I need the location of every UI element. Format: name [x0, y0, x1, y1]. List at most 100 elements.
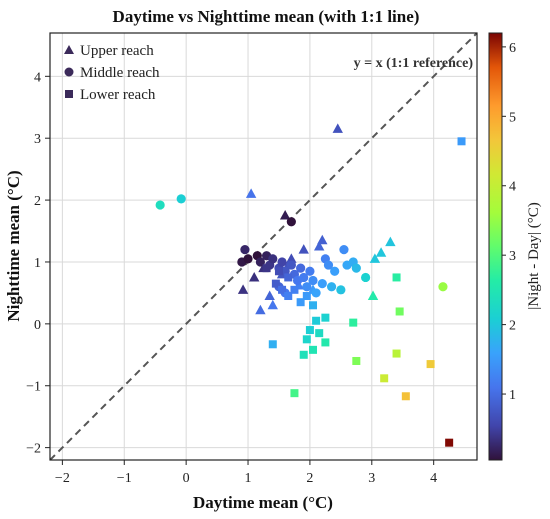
triangle-data-point	[298, 244, 309, 254]
colorbar-tick-label: 4	[509, 180, 516, 195]
square-data-point	[290, 389, 299, 398]
y-tick-label: 2	[34, 194, 41, 209]
triangle-data-point	[369, 253, 381, 263]
square-data-point	[262, 264, 271, 273]
colorbar-label: |Night - Day| (°C)	[526, 202, 542, 309]
legend-entry-lower-reach: Lower reach	[65, 87, 156, 103]
square-data-point	[315, 329, 324, 338]
colorbar-gradient	[488, 32, 503, 461]
y-tick-label: 0	[34, 318, 41, 333]
y-tick-label: −2	[26, 442, 41, 457]
y-tick-label: 4	[34, 70, 41, 85]
square-data-point	[401, 392, 410, 401]
square-data-point	[296, 298, 305, 307]
legend-triangle-marker	[64, 45, 74, 54]
square-data-point	[445, 438, 454, 447]
circle-data-point	[336, 285, 346, 295]
circle-data-point	[361, 272, 371, 283]
square-data-point	[305, 326, 314, 335]
circle-data-point	[286, 260, 296, 270]
circle-data-point	[243, 254, 253, 264]
circle-data-point	[155, 200, 165, 210]
square-data-point	[309, 301, 318, 310]
circle-data-point	[330, 266, 340, 276]
square-data-point	[380, 374, 389, 383]
circle-data-point	[176, 194, 186, 204]
square-data-point	[274, 267, 283, 276]
square-data-point	[278, 285, 287, 294]
square-data-point	[352, 356, 361, 365]
triangle-data-point	[249, 271, 260, 282]
triangle-data-point	[367, 290, 379, 301]
y-tick-label: 3	[34, 132, 41, 147]
colorbar-tick-label: 3	[509, 249, 516, 264]
square-data-point	[321, 338, 330, 347]
circle-data-point	[268, 254, 278, 264]
square-data-point	[321, 313, 330, 322]
square-data-point	[392, 349, 401, 358]
square-data-point	[302, 335, 311, 344]
triangle-data-point	[279, 210, 291, 220]
circle-data-point	[302, 282, 312, 292]
colorbar-tick-label: 1	[509, 388, 516, 403]
square-data-point	[290, 285, 299, 294]
x-tick-label: 0	[183, 471, 190, 486]
triangle-data-point	[255, 304, 266, 315]
x-tick-label: 4	[430, 471, 437, 486]
triangle-data-point	[267, 299, 278, 310]
triangle-data-point	[264, 290, 275, 301]
circle-data-point	[311, 288, 321, 298]
square-data-point	[349, 318, 358, 327]
circle-data-point	[326, 282, 337, 292]
colorbar: 1 2 3 4 5 6 |Night - Day| (°C)	[488, 32, 542, 461]
circle-data-point	[299, 272, 309, 283]
data-points	[155, 123, 466, 447]
square-data-point	[309, 345, 318, 354]
circle-data-point	[339, 244, 349, 255]
y-tick-label: −1	[26, 380, 41, 395]
square-data-point	[392, 273, 401, 282]
x-tick-label: −2	[55, 471, 70, 486]
x-tick-label: 2	[306, 471, 313, 486]
legend-entry-middle-reach: Middle reach	[64, 65, 160, 81]
legend-circle-marker	[64, 67, 74, 77]
legend-entry-upper-reach: Upper reach	[64, 43, 154, 59]
square-data-point	[284, 292, 293, 301]
triangle-data-point	[245, 188, 257, 198]
triangle-data-point	[313, 241, 325, 251]
x-tick-label: 3	[368, 471, 375, 486]
legend-label-lower-reach: Lower reach	[80, 87, 156, 103]
square-data-point	[268, 340, 277, 349]
x-tick-label: −1	[117, 471, 132, 486]
square-data-point	[299, 350, 308, 359]
legend-label-middle-reach: Middle reach	[80, 65, 160, 81]
x-tick-label: 1	[245, 471, 252, 486]
circle-data-point	[286, 217, 296, 227]
colorbar-tick-label: 2	[509, 319, 516, 334]
circle-data-point	[277, 257, 287, 267]
square-data-point	[395, 307, 404, 316]
square-data-point	[426, 360, 435, 369]
y-tick-label: 1	[34, 256, 41, 271]
y-axis-ticks: −2 −1 0 1 2 3 4	[26, 70, 50, 457]
circle-data-point	[240, 244, 250, 255]
circle-data-point	[308, 275, 318, 286]
x-axis-ticks: −2 −1 0 1 2 3 4	[55, 460, 437, 486]
triangle-data-point	[385, 236, 396, 247]
colorbar-ticks: 1 2 3 4 5 6	[502, 41, 516, 403]
square-data-point	[312, 316, 321, 325]
y-axis-label: Nighttime mean (°C)	[4, 170, 23, 321]
colorbar-tick-label: 5	[509, 110, 516, 125]
reference-line-label: y = x (1:1 reference)	[354, 56, 474, 71]
circle-data-point	[305, 266, 315, 276]
square-data-point	[302, 292, 311, 301]
circle-data-point	[317, 279, 327, 289]
circle-data-point	[438, 282, 448, 292]
square-data-point	[284, 273, 293, 282]
square-data-point	[271, 279, 280, 288]
circle-data-point	[351, 263, 361, 273]
triangle-data-point	[332, 123, 343, 133]
square-data-point	[457, 137, 466, 146]
circle-data-point	[323, 260, 334, 270]
plot-border	[49, 32, 478, 461]
